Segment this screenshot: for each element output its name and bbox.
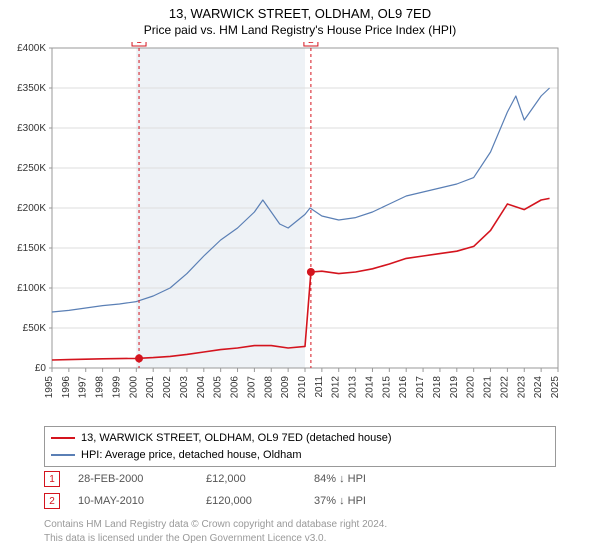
attribution-footer: Contains HM Land Registry data © Crown c… xyxy=(44,518,556,546)
svg-text:1: 1 xyxy=(136,42,142,46)
legend-swatch-property xyxy=(51,437,75,439)
transaction-marker-icon: 1 xyxy=(44,471,60,487)
svg-text:£100K: £100K xyxy=(17,283,46,294)
svg-text:2000: 2000 xyxy=(128,376,139,399)
transaction-date: 28-FEB-2000 xyxy=(78,473,188,485)
svg-text:2002: 2002 xyxy=(162,376,173,399)
svg-text:2010: 2010 xyxy=(297,376,308,399)
svg-text:£150K: £150K xyxy=(17,243,46,254)
svg-text:2: 2 xyxy=(308,42,314,46)
svg-text:£350K: £350K xyxy=(17,83,46,94)
svg-text:2021: 2021 xyxy=(483,376,494,399)
footer-line: Contains HM Land Registry data © Crown c… xyxy=(44,518,556,532)
legend-label-hpi: HPI: Average price, detached house, Oldh… xyxy=(81,447,302,464)
svg-text:2004: 2004 xyxy=(196,376,207,399)
svg-text:2009: 2009 xyxy=(280,376,291,399)
chart-area: £0 £50K £100K £150K £200K £250K £300K £350K £400… xyxy=(0,42,600,422)
svg-text:2012: 2012 xyxy=(331,376,342,399)
legend-row-hpi: HPI: Average price, detached house, Oldh… xyxy=(51,447,549,464)
transaction-vs-hpi: 37% ↓ HPI xyxy=(314,495,424,507)
legend-swatch-hpi xyxy=(51,454,75,456)
svg-text:1996: 1996 xyxy=(61,376,72,399)
svg-text:£300K: £300K xyxy=(17,123,46,134)
legend: 13, WARWICK STREET, OLDHAM, OL9 7ED (det… xyxy=(44,426,556,467)
svg-text:2007: 2007 xyxy=(246,376,257,399)
svg-text:1997: 1997 xyxy=(78,376,89,399)
line-chart-svg: £0 £50K £100K £150K £200K £250K £300K £350K £400… xyxy=(0,42,600,422)
page-title: 13, WARWICK STREET, OLDHAM, OL9 7ED xyxy=(0,0,600,21)
transaction-table: 1 28-FEB-2000 £12,000 84% ↓ HPI 2 10-MAY… xyxy=(44,468,556,512)
page-subtitle: Price paid vs. HM Land Registry's House … xyxy=(0,21,600,41)
transaction-date: 10-MAY-2010 xyxy=(78,495,188,507)
legend-row-property: 13, WARWICK STREET, OLDHAM, OL9 7ED (det… xyxy=(51,430,549,447)
svg-text:2018: 2018 xyxy=(432,376,443,399)
transaction-vs-hpi: 84% ↓ HPI xyxy=(314,473,424,485)
svg-text:2006: 2006 xyxy=(230,376,241,399)
svg-text:1999: 1999 xyxy=(111,376,122,399)
svg-text:2011: 2011 xyxy=(314,376,325,398)
svg-text:£200K: £200K xyxy=(17,203,46,214)
svg-text:2022: 2022 xyxy=(499,376,510,399)
svg-text:£50K: £50K xyxy=(23,323,47,334)
svg-text:£400K: £400K xyxy=(17,43,46,54)
svg-text:2014: 2014 xyxy=(364,376,375,399)
transaction-price: £120,000 xyxy=(206,495,296,507)
svg-text:2017: 2017 xyxy=(415,376,426,399)
svg-text:£250K: £250K xyxy=(17,163,46,174)
svg-text:2023: 2023 xyxy=(516,376,527,399)
svg-text:2024: 2024 xyxy=(533,376,544,399)
legend-label-property: 13, WARWICK STREET, OLDHAM, OL9 7ED (det… xyxy=(81,430,392,447)
svg-text:2025: 2025 xyxy=(550,376,561,399)
svg-text:2019: 2019 xyxy=(449,376,460,399)
svg-text:1998: 1998 xyxy=(95,376,106,399)
svg-text:2013: 2013 xyxy=(348,376,359,399)
svg-text:£0: £0 xyxy=(35,363,47,374)
svg-text:2020: 2020 xyxy=(466,376,477,399)
chart-container: 13, WARWICK STREET, OLDHAM, OL9 7ED Pric… xyxy=(0,0,600,560)
transaction-row: 1 28-FEB-2000 £12,000 84% ↓ HPI xyxy=(44,468,556,490)
svg-text:2003: 2003 xyxy=(179,376,190,399)
svg-text:2008: 2008 xyxy=(263,376,274,399)
transaction-row: 2 10-MAY-2010 £120,000 37% ↓ HPI xyxy=(44,490,556,512)
svg-text:2001: 2001 xyxy=(145,376,156,399)
svg-text:2005: 2005 xyxy=(213,376,224,399)
footer-line: This data is licensed under the Open Gov… xyxy=(44,532,556,546)
svg-text:2015: 2015 xyxy=(381,376,392,399)
svg-text:1995: 1995 xyxy=(44,376,55,399)
transaction-marker-icon: 2 xyxy=(44,493,60,509)
svg-text:2016: 2016 xyxy=(398,376,409,399)
transaction-price: £12,000 xyxy=(206,473,296,485)
